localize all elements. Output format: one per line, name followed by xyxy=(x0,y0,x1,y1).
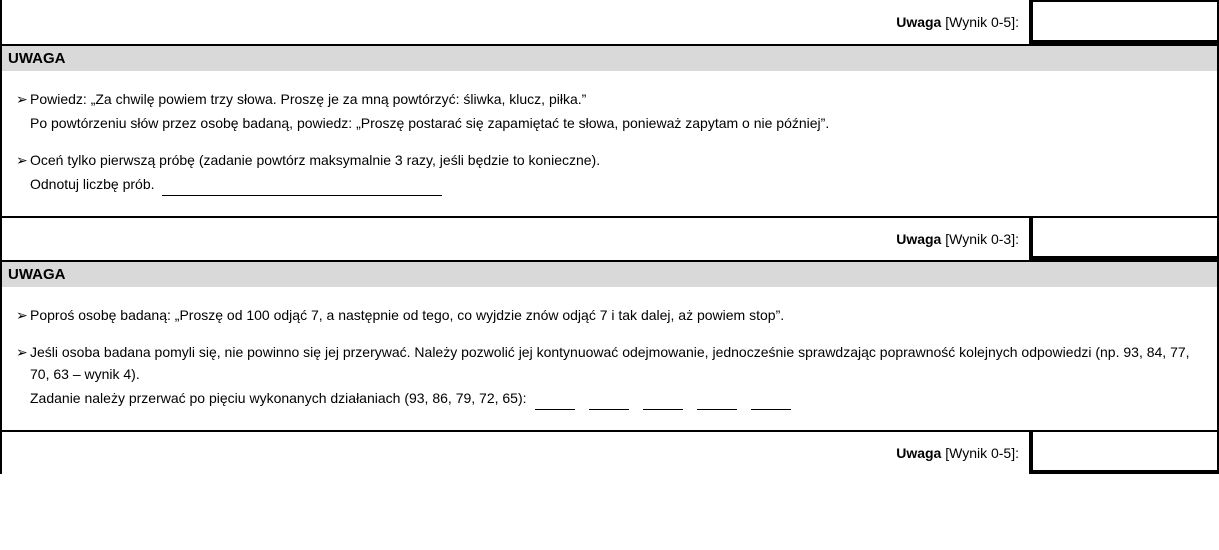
score-label-1: Uwaga [Wynik 0-5]: xyxy=(2,0,1029,44)
s1-bullet-2: ➢ Oceń tylko pierwszą próbę (zadanie pow… xyxy=(16,150,1203,172)
score-label-range-1: [Wynik 0-5]: xyxy=(941,14,1019,30)
section-body-1: ➢ Powiedz: „Za chwilę powiem trzy słowa.… xyxy=(2,71,1219,216)
s1-line3: Oceń tylko pierwszą próbę (zadanie powtó… xyxy=(30,150,1203,172)
s2-bullet-1: ➢ Poproś osobę badaną: „Proszę od 100 od… xyxy=(16,305,1203,327)
score-row-1: Uwaga [Wynik 0-5]: xyxy=(2,0,1219,44)
section-header-1: UWAGA xyxy=(2,44,1219,71)
score-label-bold-2: Uwaga xyxy=(896,231,941,247)
section-body-2: ➢ Poproś osobę badaną: „Proszę od 100 od… xyxy=(2,287,1219,430)
bullet-icon: ➢ xyxy=(16,305,30,327)
answer-blank-1[interactable] xyxy=(535,409,575,410)
answer-blank-2[interactable] xyxy=(589,409,629,410)
s1-bullet-1: ➢ Powiedz: „Za chwilę powiem trzy słowa.… xyxy=(16,89,1203,111)
score-box-1[interactable] xyxy=(1029,0,1219,44)
s1-line1: Powiedz: „Za chwilę powiem trzy słowa. P… xyxy=(30,89,1203,111)
s2-bullet-2: ➢ Jeśli osoba badana pomyli się, nie pow… xyxy=(16,342,1203,385)
answer-blank-5[interactable] xyxy=(751,409,791,410)
bullet-icon: ➢ xyxy=(16,342,30,364)
answer-blank-4[interactable] xyxy=(697,409,737,410)
score-label-range-3: [Wynik 0-5]: xyxy=(941,445,1019,461)
score-label-range-2: [Wynik 0-3]: xyxy=(941,231,1019,247)
trial-count-blank[interactable] xyxy=(162,195,442,196)
score-row-3: Uwaga [Wynik 0-5]: xyxy=(2,430,1219,474)
score-box-2[interactable] xyxy=(1029,218,1219,260)
score-label-3: Uwaga [Wynik 0-5]: xyxy=(2,432,1029,474)
bullet-icon: ➢ xyxy=(16,89,30,111)
bullet-icon: ➢ xyxy=(16,150,30,172)
s1-line4-wrap: Odnotuj liczbę prób. xyxy=(16,174,1203,196)
score-label-bold-1: Uwaga xyxy=(896,14,941,30)
s2-line3: Zadanie należy przerwać po pięciu wykona… xyxy=(30,390,527,406)
s2-line3-wrap: Zadanie należy przerwać po pięciu wykona… xyxy=(16,388,1203,410)
score-box-3[interactable] xyxy=(1029,432,1219,474)
s2-line1: Poproś osobę badaną: „Proszę od 100 odją… xyxy=(30,305,1203,327)
form-container: Uwaga [Wynik 0-5]: UWAGA ➢ Powiedz: „Za … xyxy=(0,0,1219,474)
score-label-bold-3: Uwaga xyxy=(896,445,941,461)
score-label-2: Uwaga [Wynik 0-3]: xyxy=(2,218,1029,260)
answer-blanks xyxy=(530,388,796,410)
s1-line2: Po powtórzeniu słów przez osobę badaną, … xyxy=(16,113,1203,135)
s1-line4: Odnotuj liczbę prób. xyxy=(30,176,155,192)
score-row-2: Uwaga [Wynik 0-3]: xyxy=(2,216,1219,260)
section-header-2: UWAGA xyxy=(2,260,1219,287)
answer-blank-3[interactable] xyxy=(643,409,683,410)
s2-line2: Jeśli osoba badana pomyli się, nie powin… xyxy=(30,342,1203,385)
